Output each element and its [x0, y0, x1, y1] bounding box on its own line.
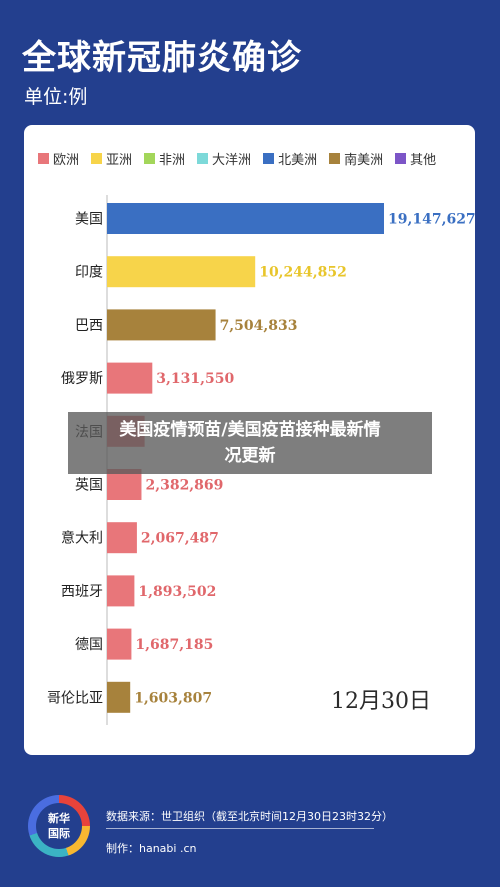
legend-swatch	[329, 153, 341, 164]
value-label: 2,067,487	[141, 531, 219, 547]
logo-text: 新华 国际	[36, 803, 82, 849]
legend-swatch	[38, 153, 49, 164]
legend-item: 欧洲	[38, 149, 79, 168]
category-label: 哥伦比亚	[47, 690, 103, 706]
legend-label: 南美洲	[344, 153, 384, 168]
legend-swatch	[395, 153, 407, 164]
legend-item: 南美洲	[329, 149, 383, 168]
legend-label: 其他	[410, 153, 437, 168]
legend-item: 北美洲	[263, 149, 317, 168]
legend-item: 大洋洲	[197, 149, 251, 168]
logo-text-line-2: 国际	[48, 827, 70, 840]
legend-item: 亚洲	[91, 149, 132, 168]
bar	[107, 469, 142, 500]
data-source: 数据来源：世卫组织（截至北京时间12月30日23时32分）	[106, 810, 393, 823]
bar	[107, 628, 132, 660]
value-label: 3,131,550	[156, 371, 234, 387]
bar	[107, 522, 137, 554]
category-label: 俄罗斯	[61, 371, 103, 387]
logo-text-line-1: 新华	[48, 812, 70, 825]
bar	[107, 575, 135, 607]
value-label: 1,687,185	[135, 637, 213, 653]
footer-divider	[106, 828, 374, 829]
value-label: 2,382,869	[145, 478, 223, 494]
value-label: 1,603,807	[134, 690, 212, 706]
overlay-line-2: 况更新	[224, 446, 276, 466]
category-label: 英国	[75, 477, 103, 494]
legend-item: 非洲	[144, 149, 185, 168]
date-label: 12月30日	[331, 689, 431, 714]
legend-label: 大洋洲	[212, 153, 252, 168]
legend-swatch	[144, 153, 156, 164]
bar	[107, 681, 131, 713]
category-label: 巴西	[75, 318, 103, 334]
legend-label: 北美洲	[278, 153, 318, 168]
bar	[107, 203, 384, 234]
credit-text: 制作：hanabi .cn	[106, 842, 197, 855]
headline-overlay: 美国疫情预苗/美国疫苗接种最新情 况更新	[68, 412, 432, 474]
value-label: 19,147,627	[388, 212, 475, 228]
legend: 欧洲 亚洲 非洲 大洋洲 北美洲 南美洲 其他	[38, 149, 436, 168]
category-label: 意大利	[61, 530, 103, 547]
overlay-line-1: 美国疫情预苗/美国疫苗接种最新情	[119, 420, 381, 440]
unit-label: 单位:例	[24, 86, 88, 108]
bar	[107, 309, 216, 341]
legend-swatch	[197, 153, 209, 164]
bar-chart: 美国 19,147,627 印度 10,244,852 巴西 7,504,833 俄罗斯 3,…	[47, 195, 475, 725]
value-label: 10,244,852	[259, 265, 347, 281]
category-label: 印度	[75, 265, 103, 281]
legend-swatch	[91, 153, 103, 164]
legend-swatch	[263, 153, 275, 164]
category-label: 西班牙	[61, 584, 103, 600]
value-label: 1,893,502	[138, 584, 216, 600]
category-label: 德国	[75, 637, 103, 653]
value-label: 7,504,833	[220, 318, 298, 334]
legend-label: 亚洲	[106, 153, 133, 168]
legend-label: 非洲	[159, 153, 186, 168]
bar	[107, 256, 256, 288]
category-label: 美国	[75, 212, 103, 228]
bar	[107, 362, 153, 394]
legend-item: 其他	[395, 149, 436, 168]
xinhua-logo: 新华 国际	[28, 795, 90, 857]
page-title: 全球新冠肺炎确诊	[22, 38, 302, 78]
legend-label: 欧洲	[53, 153, 80, 168]
